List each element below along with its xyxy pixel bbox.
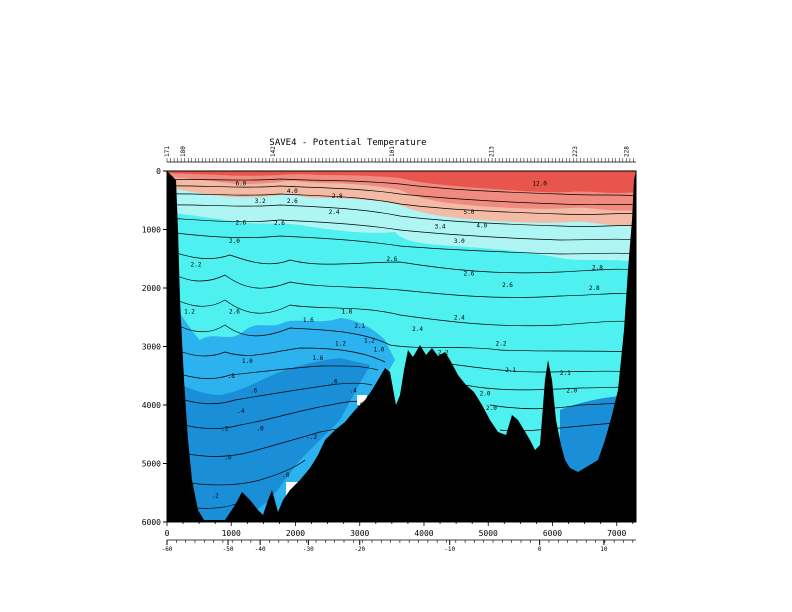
contour-label: 2.2 (438, 349, 449, 356)
contour-label: 2.1 (354, 323, 365, 330)
latitude-tick-label: -60 (162, 546, 173, 553)
y-tick-label: 3000 (142, 343, 161, 352)
contour-label: 2.0 (229, 238, 240, 245)
contour-label: 6.0 (235, 180, 246, 187)
plot-area: 6.04.02.83.2 2.62.42.6 2.612.05.04.03.43.0… (167, 171, 636, 522)
contour-label: 2.8 (592, 265, 603, 272)
contour-label: 2.2 (496, 341, 507, 348)
x-tick-label: 0 (165, 529, 170, 538)
latitude-tick-label: -40 (255, 546, 266, 553)
contour-label: 2.0 (480, 390, 491, 397)
contour-label: 1.8 (341, 308, 352, 315)
contour-label: 1.0 (374, 346, 385, 353)
contour-label: 1.6 (313, 355, 324, 362)
contour-label: 5.0 (464, 209, 475, 216)
contour-label: 2.4 (329, 209, 340, 216)
contour-label: 2.6 (229, 308, 240, 315)
x-axis: 0 1000 2000 3000 4000 5000 6000 7000 (165, 522, 634, 538)
layer-deep-blue (167, 358, 370, 522)
contour-label: -.2 (306, 434, 317, 441)
contour-label: 2.6 (464, 270, 475, 277)
contour-label: 2.8 (332, 193, 343, 200)
contour-label: 2.6 (386, 256, 397, 263)
x-tick-label: 3000 (350, 529, 369, 538)
contour-label: .0 (282, 472, 290, 479)
layer-warm-top (167, 171, 636, 193)
y-axis: 0 1000 2000 3000 4000 5000 6000 (142, 167, 167, 527)
latitude-tick-label: -10 (444, 546, 455, 553)
contour-label: .2 (212, 493, 220, 500)
contour-label: .8 (228, 373, 236, 380)
contour-label: 2.6 (274, 220, 285, 227)
latitude-tick-label: 0 (538, 546, 542, 553)
contour-label: .4 (237, 408, 245, 415)
contour-label: 2.0 (422, 355, 433, 362)
contour-label: .8 (356, 402, 364, 409)
contour-label: .6 (330, 379, 338, 386)
x-tick-label: 6000 (543, 529, 562, 538)
contour-label: 1.2 (335, 341, 346, 348)
contour-label: 12.0 (532, 180, 547, 187)
contour-label: .0 (257, 425, 265, 432)
contour-label: 1.2 (184, 308, 195, 315)
station-label: 142 (270, 146, 277, 157)
x-tick-label: 7000 (607, 529, 626, 538)
contour-label: 2.4 (412, 326, 423, 333)
station-label: 101 (389, 146, 396, 157)
y-tick-label: 2000 (142, 284, 161, 293)
contour-label: 2.0 (566, 387, 577, 394)
contour-label: .0 (224, 455, 232, 462)
contour-labels: 6.04.02.83.2 2.62.42.6 2.612.05.04.03.43.0… (184, 180, 603, 499)
chart-title: SAVE4 - Potential Temperature (269, 138, 426, 148)
x-tick-label: 1000 (222, 529, 241, 538)
contour-label: .4 (350, 387, 358, 394)
contour-label: 1.0 (242, 358, 253, 365)
contour-lines (167, 178, 636, 509)
bathymetry (167, 171, 636, 522)
contour-label: 3.2 (255, 198, 266, 205)
contour-label: 2.6 (502, 282, 513, 289)
contour-label: 2.6 (235, 219, 246, 226)
contour-label: 4.0 (287, 188, 298, 195)
y-tick-label: 0 (156, 167, 161, 176)
contour-label: 2.1 (560, 370, 571, 377)
contour-label: 2.8 (589, 285, 600, 292)
contour-label: 2.4 (454, 314, 465, 321)
latitude-tick-label: -50 (223, 546, 234, 553)
latitude-tick-label: 10 (600, 546, 608, 553)
contour-label: .6 (250, 387, 258, 394)
station-label: 228 (623, 146, 630, 157)
contour-label: 3.0 (454, 238, 465, 245)
contour-label: 2.2 (190, 262, 201, 269)
contour-label: 4.0 (476, 222, 487, 229)
latitude-axis: -60 -50 -40 -30 -20 -10 0 10 (162, 539, 636, 553)
contour-label: 1.6 (303, 317, 314, 324)
station-label: 171 (164, 146, 171, 157)
missing-data-patch (357, 395, 367, 405)
contour-label: .2 (221, 425, 229, 432)
contour-label: 2.1 (505, 367, 516, 374)
contour-label: 3.4 (435, 224, 446, 231)
latitude-tick-label: -20 (354, 546, 365, 553)
x-tick-label: 4000 (414, 529, 433, 538)
x-tick-label: 5000 (479, 529, 498, 538)
station-axis: 171 180 142 101 213 223 228 (164, 146, 636, 163)
x-tick-label: 2000 (286, 529, 305, 538)
station-label: 180 (180, 146, 187, 157)
contour-label: 1.2 (364, 338, 375, 345)
station-label: 223 (572, 146, 579, 157)
y-tick-label: 6000 (142, 518, 161, 527)
contour-label: 2.6 (287, 198, 298, 205)
y-tick-label: 1000 (142, 226, 161, 235)
station-label: 213 (488, 146, 495, 157)
y-tick-label: 4000 (142, 401, 161, 410)
latitude-tick-label: -30 (303, 546, 314, 553)
y-tick-label: 5000 (142, 460, 161, 469)
contour-label: 2.0 (486, 405, 497, 412)
